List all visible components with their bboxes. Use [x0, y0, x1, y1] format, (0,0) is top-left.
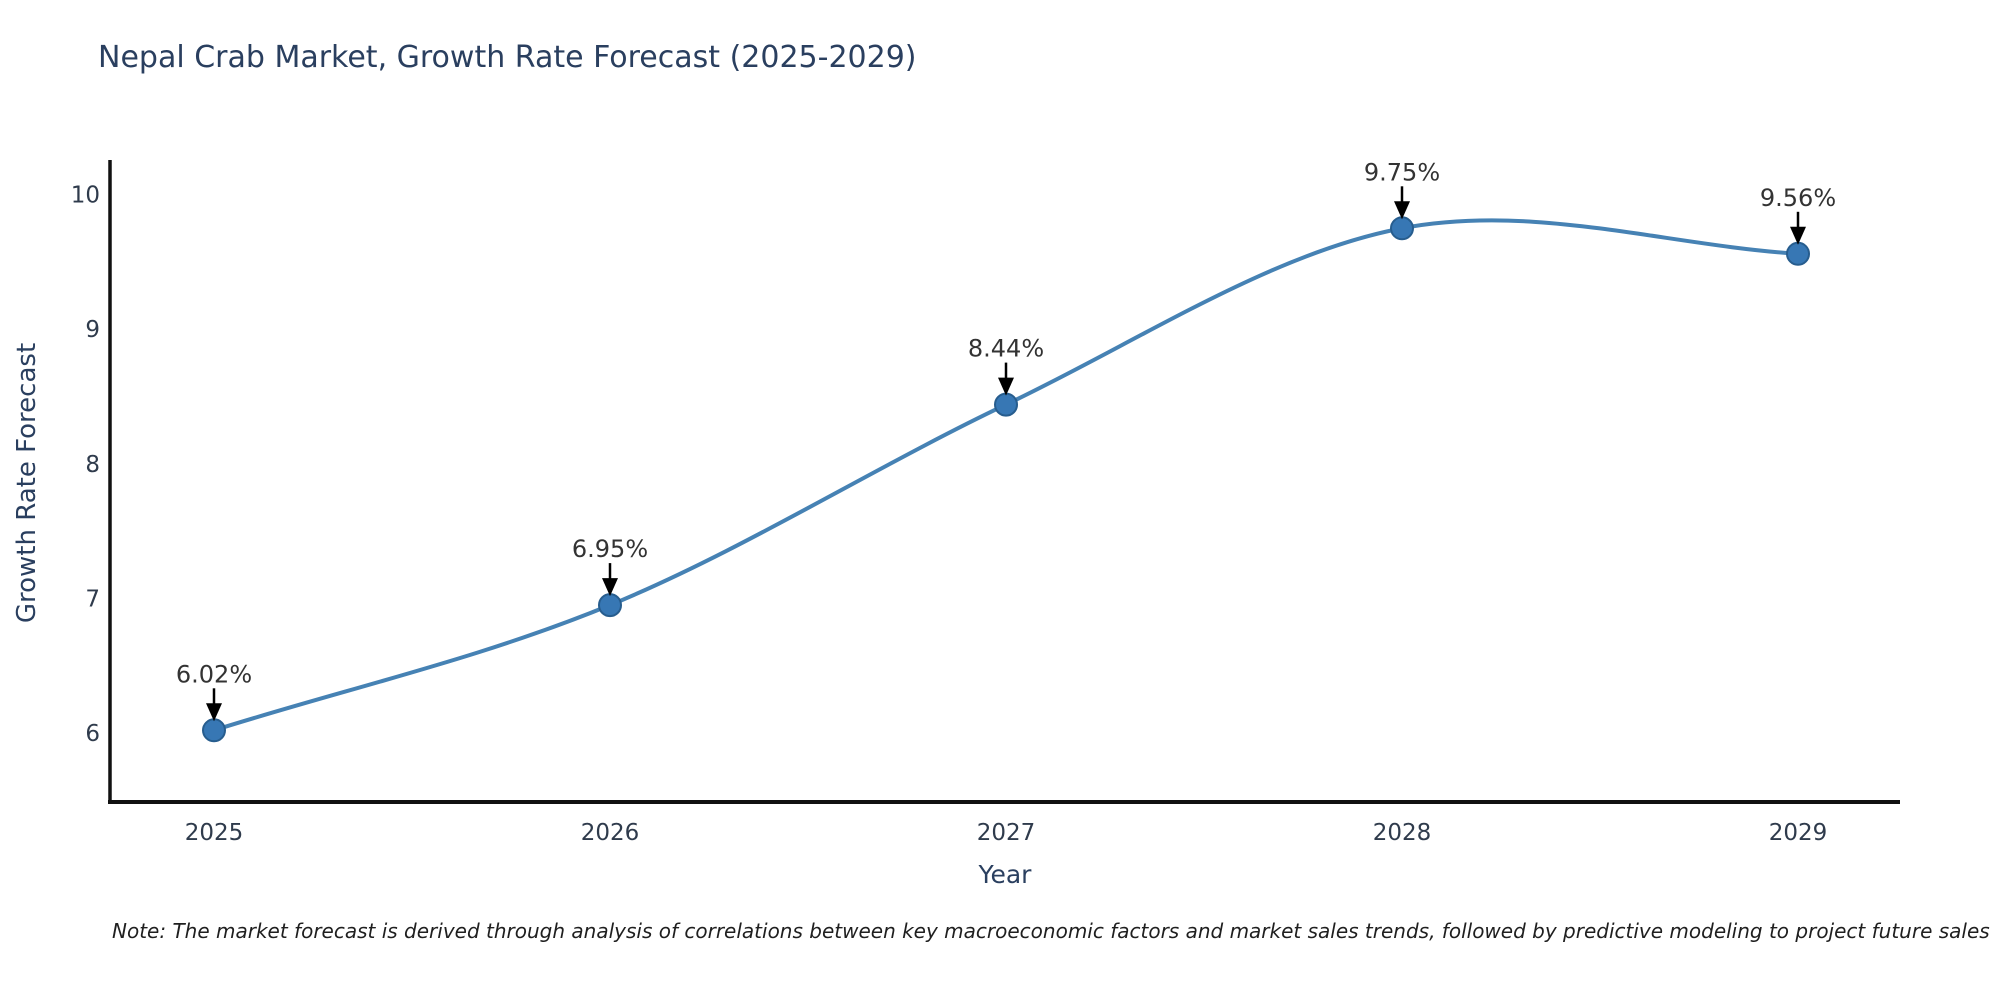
- y-tick-label-9: 9: [85, 317, 100, 343]
- growth-rate-line-series: [212, 218, 1800, 733]
- data-point-marker-2029: [1786, 241, 1810, 266]
- y-tick-label-7: 7: [85, 586, 100, 612]
- y-tick-label-10: 10: [71, 183, 100, 209]
- footnote: Note: The market forecast is derived thr…: [112, 919, 1990, 943]
- data-point-marker-2027: [994, 392, 1018, 417]
- point-value-label-2027: 8.44%: [968, 335, 1044, 363]
- chart-title: Nepal Crab Market, Growth Rate Forecast …: [98, 40, 917, 75]
- x-tick-label-2026: 2026: [581, 820, 640, 846]
- x-axis-title: Year: [978, 860, 1032, 889]
- annotation-arrow-head: [602, 578, 618, 597]
- y-tick-label-8: 8: [85, 452, 100, 478]
- data-point-marker-2025: [202, 718, 226, 743]
- point-value-label-2028: 9.75%: [1364, 158, 1440, 186]
- point-value-label-2026: 6.95%: [572, 535, 648, 563]
- x-tick-label-2029: 2029: [1769, 820, 1828, 846]
- point-value-label-2029: 9.56%: [1760, 184, 1836, 212]
- annotation-arrow-head: [1790, 226, 1806, 245]
- point-value-label-2025: 6.02%: [176, 660, 252, 688]
- annotation-arrow-head: [1394, 201, 1410, 220]
- x-tick-label-2027: 2027: [977, 820, 1036, 846]
- x-tick-label-2028: 2028: [1373, 820, 1432, 846]
- data-point-marker-2028: [1390, 216, 1414, 241]
- x-tick-label-2025: 2025: [185, 820, 244, 846]
- data-point-marker-2026: [598, 593, 622, 618]
- annotation-arrow-head: [206, 703, 222, 722]
- y-tick-label-6: 6: [85, 721, 100, 747]
- annotation-arrow-head: [998, 377, 1014, 396]
